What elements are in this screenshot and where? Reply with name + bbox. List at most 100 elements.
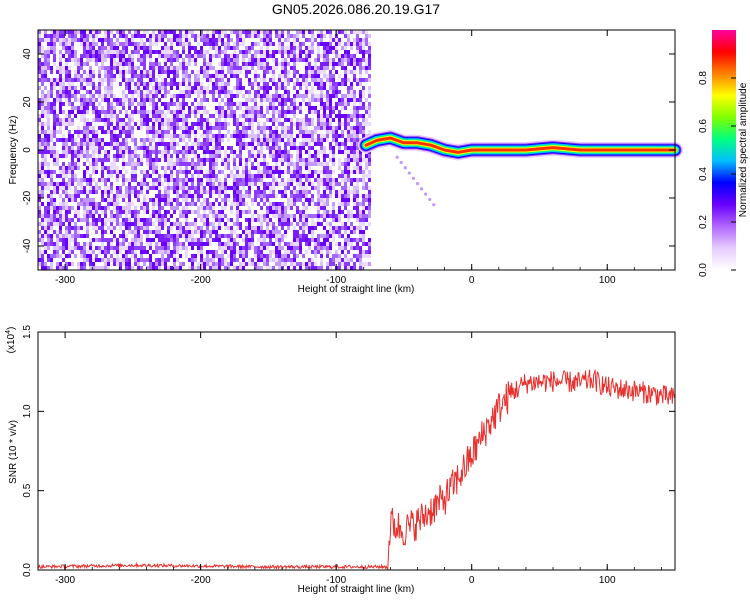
spectrogram-cell bbox=[41, 126, 44, 130]
spectrogram-cell bbox=[128, 158, 131, 162]
spectrogram-cell bbox=[263, 230, 266, 234]
spectrogram-cell bbox=[74, 230, 77, 234]
spectrogram-cell bbox=[200, 266, 203, 270]
spectrogram-cell bbox=[314, 242, 317, 246]
spectrogram-cell bbox=[338, 210, 341, 214]
spectrogram-cell bbox=[47, 90, 50, 94]
spectrogram-cell bbox=[188, 106, 191, 110]
spectrogram-cell bbox=[305, 86, 308, 90]
spectrogram-cell bbox=[98, 266, 101, 270]
spectrogram-cell bbox=[179, 202, 182, 206]
spectrogram-cell bbox=[317, 186, 320, 190]
spectrogram-cell bbox=[275, 90, 278, 94]
spectrogram-cell bbox=[131, 230, 134, 234]
spectrogram-cell bbox=[62, 110, 65, 114]
spectrogram-cell bbox=[122, 206, 125, 210]
spectrogram-cell bbox=[125, 42, 128, 46]
spectrogram-cell bbox=[248, 142, 251, 146]
spectrogram-cell bbox=[173, 222, 176, 226]
spectrogram-cell bbox=[251, 242, 254, 246]
spectrogram-cell bbox=[200, 114, 203, 118]
spectrogram-cell bbox=[368, 110, 371, 114]
spectrogram-cell bbox=[329, 102, 332, 106]
spectrogram-cell bbox=[242, 134, 245, 138]
spectrogram-cell bbox=[341, 162, 344, 166]
spectrogram-cell bbox=[296, 230, 299, 234]
spectrogram-cell bbox=[368, 102, 371, 106]
spectrogram-cell bbox=[227, 106, 230, 110]
spectrogram-cell bbox=[266, 34, 269, 38]
spectrogram-cell bbox=[50, 38, 53, 42]
spectrogram-cell bbox=[125, 130, 128, 134]
spectrogram-cell bbox=[41, 82, 44, 86]
spectrogram-cell bbox=[308, 134, 311, 138]
spectrogram-cell bbox=[362, 202, 365, 206]
spectrogram-cell bbox=[95, 146, 98, 150]
spectrogram-cell bbox=[236, 130, 239, 134]
spectrogram-cell bbox=[86, 122, 89, 126]
spectrogram-cell bbox=[152, 34, 155, 38]
spectrogram-cell bbox=[104, 214, 107, 218]
spectrogram-cell bbox=[329, 62, 332, 66]
spectrogram-cell bbox=[311, 78, 314, 82]
spectrogram-cell bbox=[143, 34, 146, 38]
spectrogram-cell bbox=[305, 138, 308, 142]
spectrogram-cell bbox=[317, 74, 320, 78]
spectrogram-cell bbox=[113, 170, 116, 174]
spectrogram-cell bbox=[236, 54, 239, 58]
spectrogram-cell bbox=[155, 114, 158, 118]
spectrogram-cell bbox=[122, 102, 125, 106]
spectrogram-cell bbox=[206, 74, 209, 78]
spectrogram-cell bbox=[317, 86, 320, 90]
spectrogram-cell bbox=[320, 138, 323, 142]
spectrogram-cell bbox=[83, 202, 86, 206]
spectrogram-cell bbox=[167, 186, 170, 190]
spectrogram-cell bbox=[188, 258, 191, 262]
spectrogram-cell bbox=[254, 246, 257, 250]
spectrogram-cell bbox=[95, 202, 98, 206]
spectrogram-cell bbox=[341, 98, 344, 102]
spectrogram-cell bbox=[266, 218, 269, 222]
spectrogram-cell bbox=[92, 146, 95, 150]
spectrogram-cell bbox=[335, 226, 338, 230]
spectrogram-cell bbox=[74, 210, 77, 214]
spectrogram-cell bbox=[236, 190, 239, 194]
spectrogram-cell bbox=[206, 222, 209, 226]
spectrogram-cell bbox=[215, 230, 218, 234]
spectrogram-cell bbox=[149, 46, 152, 50]
spectrogram-cell bbox=[119, 126, 122, 130]
spectrogram-cell bbox=[149, 222, 152, 226]
colorbar-tick-label: 0.4 bbox=[698, 167, 709, 181]
spectrogram-cell bbox=[128, 122, 131, 126]
spectrogram-cell bbox=[266, 134, 269, 138]
spectrogram-cell bbox=[149, 126, 152, 130]
spectrogram-cell bbox=[212, 150, 215, 154]
spectrogram-cell bbox=[293, 170, 296, 174]
spectrogram-cell bbox=[44, 170, 47, 174]
spectrogram-cell bbox=[311, 42, 314, 46]
spectrogram-cell bbox=[113, 110, 116, 114]
spectrogram-cell bbox=[158, 214, 161, 218]
spectrogram-cell bbox=[329, 266, 332, 270]
spectrogram-cell bbox=[314, 186, 317, 190]
spectrogram-cell bbox=[290, 78, 293, 82]
spectrogram-cell bbox=[128, 114, 131, 118]
spectrogram-cell bbox=[221, 242, 224, 246]
spectrogram-cell bbox=[281, 262, 284, 266]
spectrogram-cell bbox=[308, 154, 311, 158]
spectrogram-cell bbox=[263, 174, 266, 178]
spectrogram-cell bbox=[212, 258, 215, 262]
spectrogram-cell bbox=[62, 214, 65, 218]
spectrogram-cell bbox=[131, 42, 134, 46]
spectrogram-cell bbox=[299, 46, 302, 50]
spectrogram-cell bbox=[353, 106, 356, 110]
spectrogram-cell bbox=[71, 146, 74, 150]
spectrogram-cell bbox=[332, 238, 335, 242]
snr-series bbox=[37, 369, 676, 571]
spectrogram-cell bbox=[50, 42, 53, 46]
spectrogram-cell bbox=[71, 174, 74, 178]
spectrogram-cell bbox=[167, 102, 170, 106]
spectrogram-cell bbox=[74, 194, 77, 198]
spectrogram-cell bbox=[89, 262, 92, 266]
spectrogram-cell bbox=[86, 154, 89, 158]
